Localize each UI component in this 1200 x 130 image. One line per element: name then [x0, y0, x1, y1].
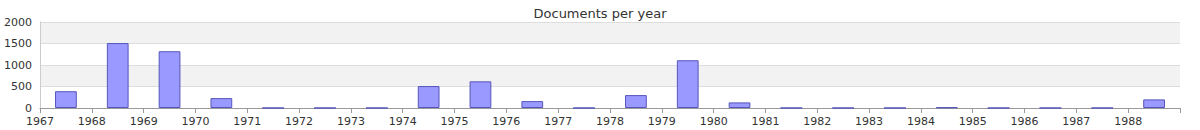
svg-text:1975: 1975	[441, 115, 469, 128]
svg-text:500: 500	[11, 80, 32, 93]
svg-text:1968: 1968	[78, 115, 106, 128]
svg-text:Documents per year: Documents per year	[534, 6, 668, 21]
svg-text:2000: 2000	[4, 16, 32, 29]
svg-text:1983: 1983	[855, 115, 883, 128]
svg-text:1971: 1971	[233, 115, 261, 128]
svg-text:1977: 1977	[544, 115, 572, 128]
svg-text:0: 0	[25, 102, 32, 115]
svg-text:1978: 1978	[596, 115, 624, 128]
svg-text:1981: 1981	[751, 115, 779, 128]
svg-text:1982: 1982	[803, 115, 831, 128]
svg-text:1969: 1969	[130, 115, 158, 128]
svg-text:1976: 1976	[492, 115, 520, 128]
svg-text:1500: 1500	[4, 37, 32, 50]
svg-text:1986: 1986	[1011, 115, 1039, 128]
svg-text:1979: 1979	[648, 115, 676, 128]
svg-text:1974: 1974	[389, 115, 417, 128]
svg-text:1988: 1988	[1114, 115, 1142, 128]
svg-text:1972: 1972	[285, 115, 313, 128]
svg-text:1985: 1985	[959, 115, 987, 128]
svg-text:1973: 1973	[337, 115, 365, 128]
svg-text:1984: 1984	[907, 115, 935, 128]
svg-text:1970: 1970	[181, 115, 209, 128]
svg-text:1987: 1987	[1062, 115, 1090, 128]
svg-text:1980: 1980	[700, 115, 728, 128]
svg-text:1000: 1000	[4, 59, 32, 72]
svg-text:1967: 1967	[26, 115, 54, 128]
